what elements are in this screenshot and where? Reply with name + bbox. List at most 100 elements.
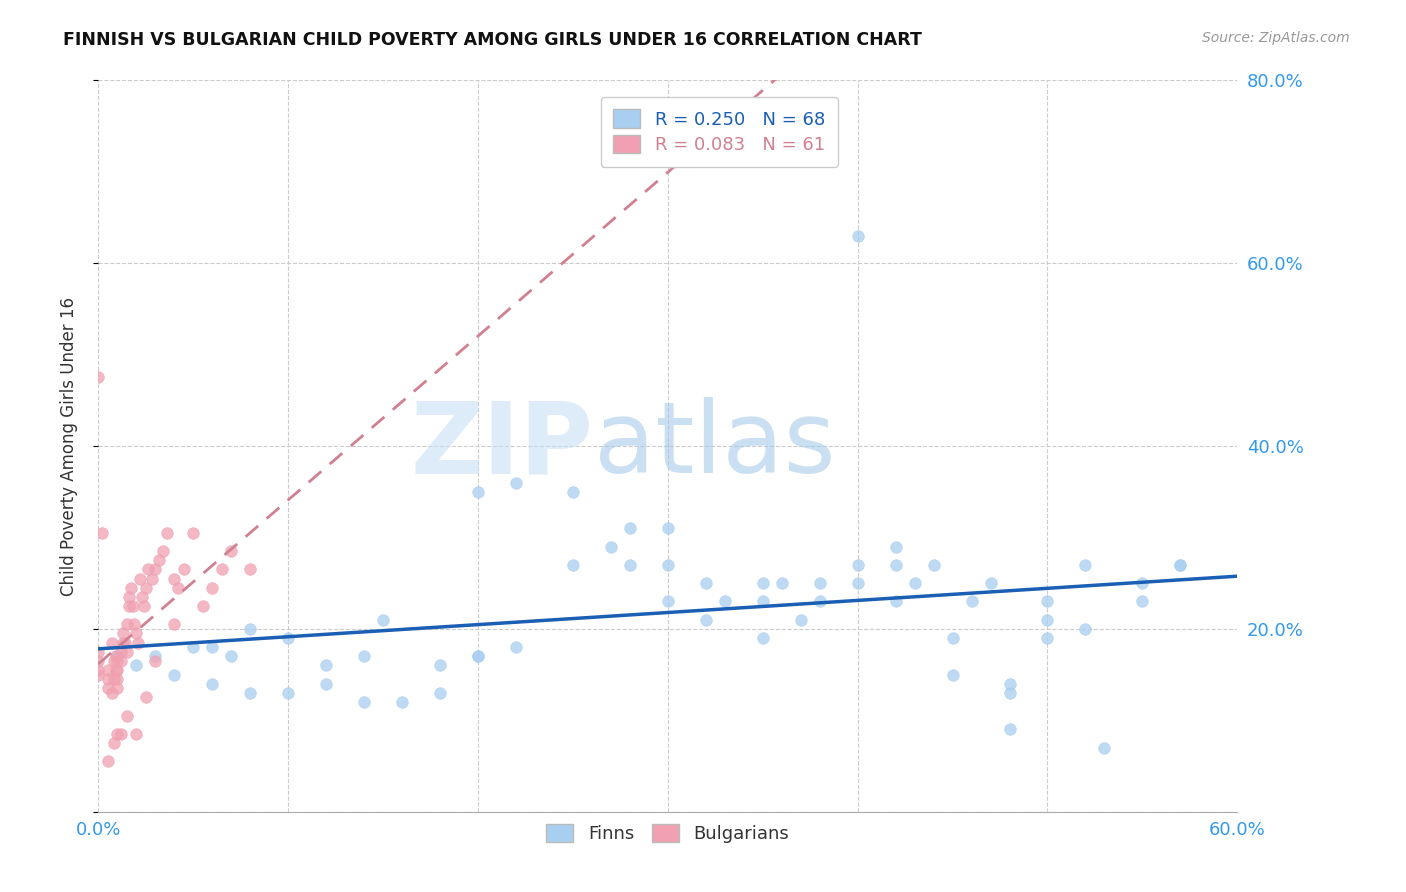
Point bbox=[846, 228, 869, 243]
Point bbox=[87, 654, 110, 668]
Point bbox=[107, 681, 129, 696]
Point bbox=[136, 562, 159, 576]
Point bbox=[752, 576, 775, 591]
Point bbox=[173, 562, 195, 576]
Point bbox=[1036, 631, 1059, 645]
Point bbox=[103, 736, 125, 750]
Point bbox=[118, 590, 141, 604]
Point bbox=[201, 676, 224, 690]
Point bbox=[132, 599, 155, 613]
Point bbox=[201, 581, 224, 595]
Point bbox=[163, 572, 186, 586]
Point bbox=[121, 599, 143, 613]
Point bbox=[156, 525, 179, 540]
Point bbox=[131, 590, 153, 604]
Point bbox=[100, 635, 122, 649]
Point bbox=[391, 695, 413, 709]
Point bbox=[239, 562, 262, 576]
Point bbox=[942, 667, 965, 681]
Point bbox=[1036, 613, 1059, 627]
Point bbox=[163, 617, 186, 632]
Point bbox=[808, 576, 831, 591]
Point bbox=[148, 553, 170, 567]
Point bbox=[87, 645, 110, 659]
Point bbox=[239, 622, 262, 636]
Point bbox=[1132, 576, 1154, 591]
Point bbox=[110, 654, 132, 668]
Point bbox=[960, 594, 983, 608]
Point bbox=[104, 649, 127, 664]
Point bbox=[120, 581, 142, 595]
Point bbox=[619, 558, 641, 572]
Point bbox=[695, 613, 717, 627]
Legend: Finns, Bulgarians: Finns, Bulgarians bbox=[536, 813, 800, 854]
Point bbox=[429, 686, 451, 700]
Point bbox=[752, 594, 775, 608]
Point bbox=[467, 649, 489, 664]
Point bbox=[191, 599, 214, 613]
Point bbox=[998, 676, 1021, 690]
Point bbox=[1074, 558, 1097, 572]
Point bbox=[87, 663, 110, 677]
Point bbox=[145, 649, 167, 664]
Point bbox=[97, 755, 120, 769]
Point bbox=[846, 576, 869, 591]
Point bbox=[315, 676, 337, 690]
Point bbox=[135, 581, 157, 595]
Point bbox=[657, 594, 679, 608]
Point bbox=[562, 484, 585, 499]
Point bbox=[97, 672, 120, 686]
Point bbox=[884, 558, 907, 572]
Point bbox=[115, 645, 138, 659]
Point bbox=[277, 631, 299, 645]
Point bbox=[1170, 558, 1192, 572]
Point bbox=[167, 581, 190, 595]
Text: ZIP: ZIP bbox=[411, 398, 593, 494]
Point bbox=[353, 649, 375, 664]
Point bbox=[112, 635, 135, 649]
Point bbox=[87, 370, 110, 384]
Point bbox=[107, 649, 129, 664]
Point bbox=[884, 594, 907, 608]
Point bbox=[163, 667, 186, 681]
Point bbox=[91, 525, 114, 540]
Point bbox=[467, 484, 489, 499]
Text: Source: ZipAtlas.com: Source: ZipAtlas.com bbox=[1202, 31, 1350, 45]
Point bbox=[118, 599, 141, 613]
Point bbox=[129, 572, 152, 586]
Point bbox=[505, 640, 527, 655]
Point bbox=[429, 658, 451, 673]
Point bbox=[127, 635, 149, 649]
Point bbox=[115, 617, 138, 632]
Point bbox=[152, 544, 174, 558]
Point bbox=[884, 540, 907, 554]
Point bbox=[107, 727, 129, 741]
Point bbox=[110, 645, 132, 659]
Point bbox=[114, 635, 136, 649]
Point bbox=[183, 640, 205, 655]
Y-axis label: Child Poverty Among Girls Under 16: Child Poverty Among Girls Under 16 bbox=[59, 296, 77, 596]
Point bbox=[141, 572, 163, 586]
Point bbox=[904, 576, 927, 591]
Point bbox=[619, 521, 641, 535]
Point bbox=[1094, 740, 1116, 755]
Point bbox=[201, 640, 224, 655]
Point bbox=[1036, 594, 1059, 608]
Point bbox=[115, 708, 138, 723]
Point bbox=[942, 631, 965, 645]
Point bbox=[979, 576, 1001, 591]
Point bbox=[103, 672, 125, 686]
Point bbox=[846, 558, 869, 572]
Point bbox=[100, 686, 122, 700]
Point bbox=[110, 727, 132, 741]
Point bbox=[103, 654, 125, 668]
Point bbox=[221, 649, 243, 664]
Point bbox=[695, 576, 717, 591]
Point bbox=[112, 626, 135, 640]
Point bbox=[183, 525, 205, 540]
Point bbox=[998, 723, 1021, 737]
Point bbox=[998, 686, 1021, 700]
Point bbox=[135, 690, 157, 705]
Point bbox=[922, 558, 945, 572]
Point bbox=[87, 667, 110, 681]
